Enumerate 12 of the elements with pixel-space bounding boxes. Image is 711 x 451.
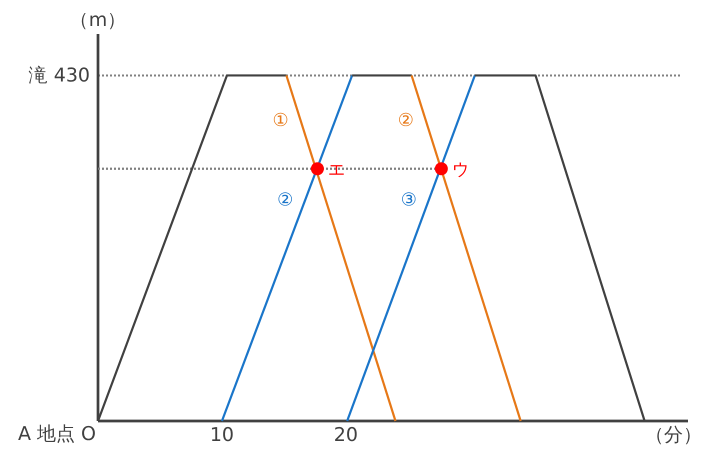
annotation: ウ [452,160,469,180]
series-label: ③ [400,189,417,210]
series-label: ① [272,110,289,131]
x-tick-label: 10 [210,424,234,446]
series-label: ② [398,110,414,131]
reference-line-label: 滝 430 [28,64,90,86]
series-label: ② [277,189,294,210]
annotation: A 地点 O [18,423,96,445]
y-axis-title: （m） [70,9,126,31]
x-axis-title: （分） [645,424,702,446]
x-tick-label: 20 [334,424,358,446]
annotation: エ [328,160,345,180]
